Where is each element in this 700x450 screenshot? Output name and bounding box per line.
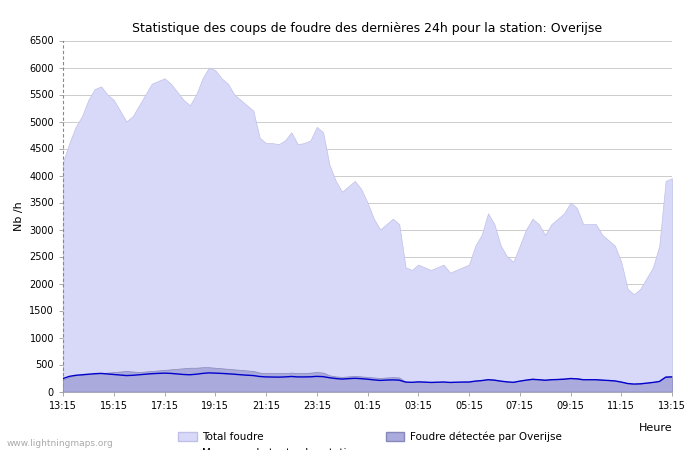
Legend: Total foudre, Moyenne de toutes les stations, Foudre détectée par Overijse: Total foudre, Moyenne de toutes les stat…	[178, 432, 561, 450]
Title: Statistique des coups de foudre des dernières 24h pour la station: Overijse: Statistique des coups de foudre des dern…	[132, 22, 603, 35]
Y-axis label: Nb /h: Nb /h	[14, 201, 24, 231]
Text: Heure: Heure	[638, 423, 672, 433]
Text: www.lightningmaps.org: www.lightningmaps.org	[7, 439, 113, 448]
